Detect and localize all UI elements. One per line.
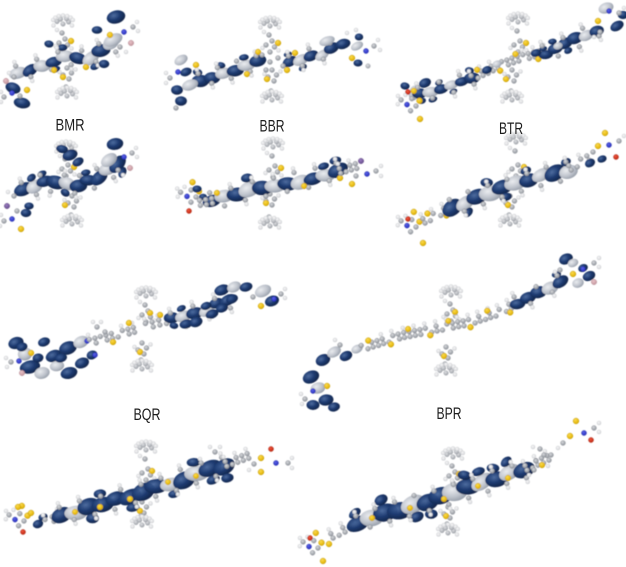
svg-text:BBR: BBR (260, 117, 285, 136)
svg-text:BTR: BTR (499, 119, 523, 138)
svg-text:BMR: BMR (56, 116, 85, 135)
svg-text:BPR: BPR (437, 404, 462, 423)
svg-text:BQR: BQR (134, 405, 161, 424)
